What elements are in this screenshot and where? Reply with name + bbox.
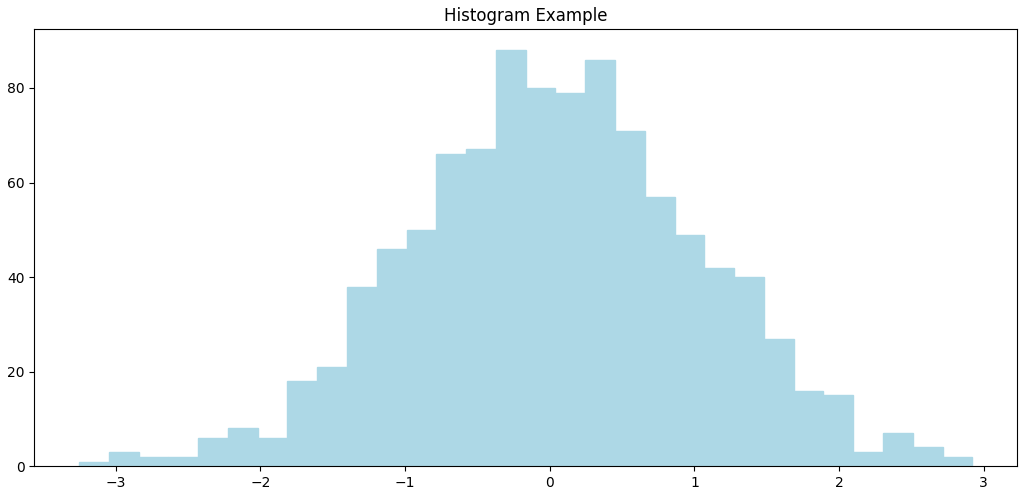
Bar <box>198 438 228 466</box>
Bar <box>586 60 615 466</box>
Bar <box>317 367 347 466</box>
Bar <box>258 438 288 466</box>
Bar <box>823 396 853 466</box>
Bar <box>377 249 407 466</box>
Bar <box>109 452 138 466</box>
Bar <box>764 338 794 466</box>
Bar <box>407 230 436 466</box>
Bar <box>645 197 675 466</box>
Bar <box>168 457 198 466</box>
Bar <box>466 150 496 466</box>
Bar <box>555 92 586 466</box>
Bar <box>79 462 109 466</box>
Bar <box>228 428 258 466</box>
Bar <box>615 131 645 466</box>
Bar <box>347 287 377 466</box>
Bar <box>436 154 466 466</box>
Bar <box>883 433 912 466</box>
Bar <box>912 447 943 466</box>
Bar <box>943 457 973 466</box>
Bar <box>138 457 168 466</box>
Bar <box>734 277 764 466</box>
Bar <box>525 88 555 466</box>
Bar <box>496 50 525 466</box>
Title: Histogram Example: Histogram Example <box>444 7 607 25</box>
Bar <box>675 235 705 466</box>
Bar <box>794 391 823 466</box>
Bar <box>853 452 883 466</box>
Bar <box>288 381 317 466</box>
Bar <box>705 268 734 466</box>
